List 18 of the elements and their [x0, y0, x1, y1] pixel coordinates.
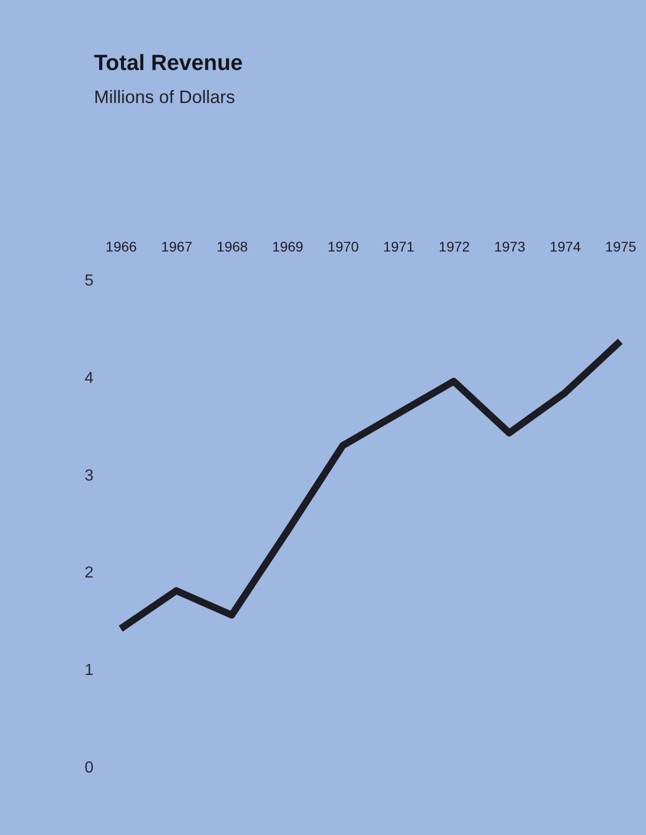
x-tick-label: 1971	[383, 238, 415, 254]
y-tick-label: 1	[84, 662, 94, 680]
y-tick-label: 5	[84, 272, 94, 290]
x-tick-label: 1975	[605, 238, 637, 254]
y-tick-label: 4	[84, 370, 94, 387]
x-tick-label: 1970	[328, 238, 360, 254]
x-tick-label: 1967	[161, 238, 193, 254]
y-tick-label: 0	[84, 760, 94, 776]
x-tick-label: 1974	[550, 238, 582, 254]
x-tick-label: 1968	[216, 238, 248, 254]
x-tick-label: 1973	[494, 238, 526, 254]
x-tick-label: 1972	[438, 238, 470, 254]
x-tick-label: 1969	[272, 238, 304, 254]
x-tick-label: 1966	[106, 238, 138, 254]
y-tick-label: 3	[84, 467, 94, 484]
chart-title: Total Revenue	[94, 50, 243, 75]
chart-subtitle: Millions of Dollars	[94, 87, 236, 107]
y-tick-label: 2	[84, 564, 94, 582]
